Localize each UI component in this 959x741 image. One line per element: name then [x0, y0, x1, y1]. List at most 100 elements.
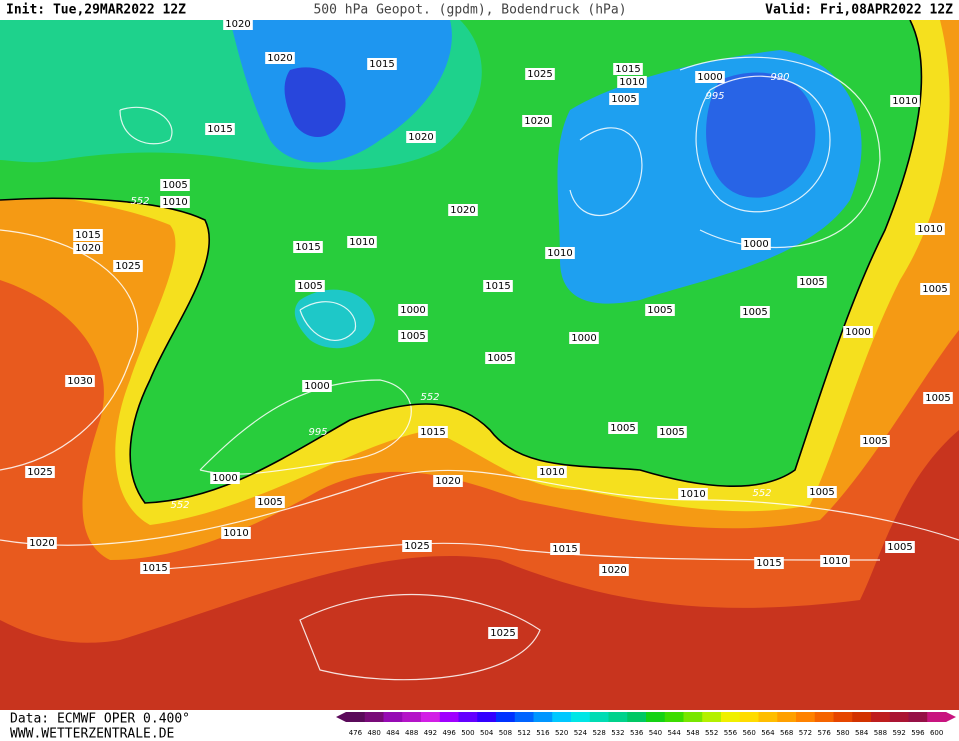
legend-swatch [421, 712, 441, 722]
legend-swatch [777, 712, 797, 722]
legend-swatch [627, 712, 647, 722]
contour-label: 1000 [697, 72, 722, 83]
label-box [695, 71, 725, 83]
legend-swatch [346, 712, 366, 722]
legend-label: 512 [517, 729, 530, 737]
label-box [347, 236, 377, 248]
legend-swatch [739, 712, 759, 722]
label-box [27, 537, 57, 549]
contour-label: 1030 [67, 376, 92, 387]
label-box [569, 332, 599, 344]
contour-label: 1005 [610, 423, 635, 434]
label-box [265, 52, 295, 64]
contour-label: 1000 [743, 239, 768, 250]
website: WWW.WETTERZENTRALE.DE [10, 727, 174, 741]
label-box [73, 242, 103, 254]
contour-label: 990 [770, 72, 789, 83]
valid-time: Valid: Fri,08APR2022 12Z [765, 3, 953, 18]
legend-label: 496 [442, 729, 456, 737]
legend-swatch [721, 712, 741, 722]
contour-label: 1005 [862, 436, 887, 447]
label-box [657, 426, 687, 438]
label-box [65, 375, 95, 387]
contour-label: 1000 [304, 381, 329, 392]
legend-label: 508 [499, 729, 512, 737]
contour-label: 1005 [647, 305, 672, 316]
contour-label: 1010 [223, 528, 248, 539]
label-box [398, 330, 428, 342]
contour-label: 1010 [680, 489, 705, 500]
legend-label: 516 [536, 729, 550, 737]
legend-label: 524 [574, 729, 588, 737]
legend-swatch [871, 712, 891, 722]
label-box [483, 280, 513, 292]
label-box [915, 223, 945, 235]
legend-label: 476 [349, 729, 363, 737]
label-box [223, 18, 253, 30]
low-greenland-core [284, 67, 346, 137]
label-box [645, 304, 675, 316]
label-box [609, 93, 639, 105]
contour-label: 1010 [892, 96, 917, 107]
legend-label: 488 [405, 729, 418, 737]
contour-label: 1015 [485, 281, 510, 292]
contour-label: 1000 [845, 327, 870, 338]
contour-label: 1010 [162, 197, 187, 208]
label-box [807, 486, 837, 498]
contour-label: 1020 [601, 565, 626, 576]
label-box [160, 179, 190, 191]
legend-swatch [889, 712, 909, 722]
legend-label: 580 [836, 729, 849, 737]
label-box [525, 68, 555, 80]
contour-label: 1005 [611, 94, 636, 105]
legend-label: 548 [686, 729, 699, 737]
label-box [398, 304, 428, 316]
legend-label: 484 [386, 729, 400, 737]
label-box [740, 306, 770, 318]
legend-swatch [533, 712, 553, 722]
legend-label: 564 [761, 729, 775, 737]
contour-label: 1015 [552, 544, 577, 555]
legend-label: 536 [630, 729, 644, 737]
legend-swatch [852, 712, 872, 722]
label-box [406, 131, 436, 143]
label-box [140, 562, 170, 574]
legend-swatch [383, 712, 403, 722]
legend-label: 572 [799, 729, 812, 737]
legend-label: 480 [367, 729, 380, 737]
legend-swatch [402, 712, 422, 722]
label-box [302, 380, 332, 392]
legend-label: 576 [817, 729, 831, 737]
contour-label: 1025 [527, 69, 552, 80]
legend-label: 600 [930, 729, 943, 737]
label-box [843, 326, 873, 338]
legend-swatch [927, 712, 947, 722]
contour-label: 1015 [756, 558, 781, 569]
legend-label: 528 [592, 729, 605, 737]
label-box [113, 260, 143, 272]
contour-label: 1015 [142, 563, 167, 574]
contour-label: 1005 [487, 353, 512, 364]
legend-swatch [814, 712, 834, 722]
label-box [741, 238, 771, 250]
contour-552 [0, 19, 923, 504]
contour-label: 1005 [297, 281, 322, 292]
label-box [255, 496, 285, 508]
label-box [545, 247, 575, 259]
contour-label: 1005 [400, 331, 425, 342]
legend-swatch [571, 712, 591, 722]
legend-swatch [796, 712, 816, 722]
contour-label: 1005 [162, 180, 187, 191]
legend-label: 584 [855, 729, 869, 737]
legend-swatch [477, 712, 497, 722]
legend-label: 532 [611, 729, 624, 737]
label-box [418, 426, 448, 438]
label-box [860, 435, 890, 447]
contour-label: 1025 [404, 541, 429, 552]
low-core [706, 72, 816, 198]
contour-label: 1000 [212, 473, 237, 484]
legend-label: 500 [461, 729, 474, 737]
contour-label: 1010 [349, 237, 374, 248]
